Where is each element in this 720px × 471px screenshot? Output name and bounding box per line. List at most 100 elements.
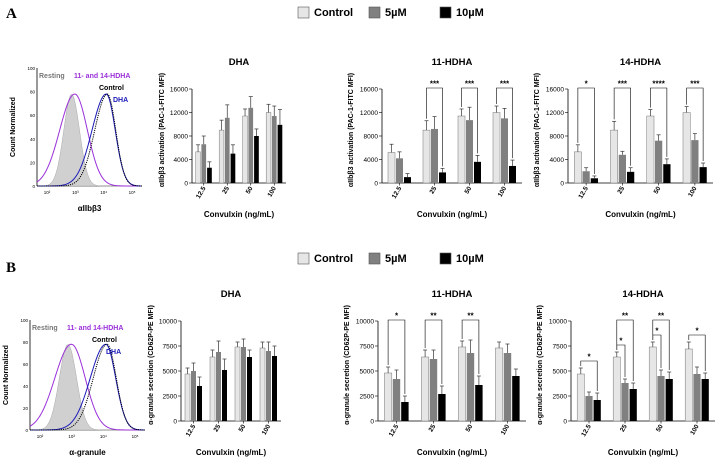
histogram-xtick: 10⁴ bbox=[100, 434, 107, 439]
bar bbox=[265, 112, 272, 184]
bar bbox=[458, 346, 467, 422]
bar bbox=[259, 347, 266, 422]
label-dha: DHA bbox=[106, 349, 121, 356]
y-axis-label: αIIbβ3 activation (PAC-1-FITC MFI) bbox=[348, 73, 355, 187]
histogram-xtick: 10⁴ bbox=[100, 190, 107, 195]
bar bbox=[247, 357, 252, 421]
bar bbox=[621, 383, 629, 421]
y-tick-label: 16000 bbox=[170, 86, 188, 93]
x-tick-label: 50 bbox=[245, 185, 255, 195]
bar bbox=[195, 151, 201, 184]
bar bbox=[684, 348, 693, 422]
bar-chart-b-11-hdha: 11-HDHA 0 2500 5000 7500 10000 α-granule secre… bbox=[344, 289, 526, 457]
significance-bracket bbox=[652, 334, 662, 368]
y-tick-label: 12000 bbox=[546, 110, 564, 117]
significance-label: * bbox=[695, 327, 699, 336]
bar bbox=[474, 161, 481, 183]
legend-label-0: Control bbox=[314, 253, 353, 265]
x-axis-label: Convulxin (ng/mL) bbox=[196, 448, 267, 457]
bar bbox=[387, 152, 396, 184]
significance-bracket bbox=[613, 87, 631, 166]
bar bbox=[691, 140, 699, 183]
significance-bracket bbox=[616, 344, 626, 377]
x-tick-label: 50 bbox=[653, 185, 663, 195]
label-control: Control bbox=[92, 337, 117, 344]
bar bbox=[222, 370, 227, 421]
bar bbox=[665, 379, 673, 421]
bar bbox=[699, 167, 707, 183]
y-axis-label: α-granule secretion (CD62P-PE MFI) bbox=[148, 305, 155, 425]
x-tick-label: 50 bbox=[655, 423, 665, 433]
y-tick-label: 2500 bbox=[360, 393, 375, 400]
significance-label: * bbox=[395, 312, 399, 321]
control-curve bbox=[30, 343, 146, 431]
x-axis-label: Convulxin (ng/mL) bbox=[608, 448, 679, 457]
x-tick-label: 50 bbox=[238, 423, 248, 433]
bar bbox=[466, 120, 473, 183]
significance-label: *** bbox=[500, 80, 510, 89]
bar bbox=[663, 164, 671, 183]
bar bbox=[248, 107, 254, 183]
bar bbox=[216, 352, 221, 421]
legend-swatch-0 bbox=[297, 252, 310, 265]
histogram-xtick: 10⁵ bbox=[129, 190, 136, 195]
significance-bracket bbox=[650, 87, 668, 157]
label-resting: Resting bbox=[39, 73, 65, 80]
significance-label: * bbox=[587, 353, 591, 362]
y-tick-label: 8000 bbox=[364, 133, 379, 140]
label-hdha: 11- and 14-HDHA bbox=[74, 73, 130, 80]
legend-swatch-2 bbox=[439, 252, 452, 265]
bar bbox=[230, 153, 236, 183]
y-tick-label: 2500 bbox=[553, 393, 568, 400]
bar bbox=[509, 165, 516, 183]
legend-label-2: 10µM bbox=[456, 253, 484, 265]
bar bbox=[277, 124, 283, 183]
x-tick-label: 25 bbox=[616, 185, 626, 195]
y-tick-label: 0 bbox=[184, 180, 188, 187]
x-tick-label: 100 bbox=[687, 185, 699, 198]
bar-chart-a-11-hdha: 11-HDHA 0 4000 8000 12000 16000 αIIbβ3 activat… bbox=[348, 57, 522, 219]
histogram-ytick: 0 bbox=[32, 184, 35, 189]
significance-label: *** bbox=[690, 80, 700, 89]
significance-bracket bbox=[686, 87, 704, 162]
bar bbox=[241, 347, 246, 421]
label-dha: DHA bbox=[113, 97, 128, 104]
y-tick-label: 10000 bbox=[356, 318, 374, 325]
y-tick-label: 0 bbox=[374, 180, 378, 187]
significance-bracket bbox=[461, 87, 478, 154]
histogram-xtick: 10² bbox=[37, 434, 44, 439]
bar-chart-a-dha: DHA 0 4000 8000 12000 16000 αIIbβ3 activation … bbox=[159, 57, 286, 219]
chart-title: DHA bbox=[229, 57, 250, 68]
bar bbox=[512, 376, 520, 421]
bar bbox=[495, 347, 504, 422]
bar bbox=[392, 379, 401, 421]
bar bbox=[646, 115, 655, 184]
bar bbox=[457, 115, 466, 184]
bar bbox=[254, 136, 259, 183]
significance-label: * bbox=[585, 80, 589, 89]
histogram-ylabel: Count Normalized bbox=[10, 97, 17, 157]
legend-label-2: 10µM bbox=[456, 7, 484, 19]
y-tick-label: 8000 bbox=[174, 133, 189, 140]
bar bbox=[475, 385, 483, 421]
y-tick-label: 0 bbox=[563, 418, 567, 425]
chart-title: 14-HDHA bbox=[620, 57, 661, 68]
legend-swatch-2 bbox=[439, 6, 452, 19]
bar bbox=[439, 172, 446, 183]
y-tick-label: 0 bbox=[560, 180, 564, 187]
y-tick-label: 16000 bbox=[360, 86, 378, 93]
histogram-ytick: 20 bbox=[30, 160, 36, 165]
y-tick-label: 0 bbox=[370, 418, 374, 425]
bar bbox=[501, 118, 508, 183]
y-tick-label: 10000 bbox=[549, 318, 567, 325]
histogram-ylabel: Count Normalized bbox=[3, 345, 10, 405]
histogram-ytick: 60 bbox=[23, 362, 29, 367]
significance-label: ** bbox=[622, 312, 629, 321]
significance-bracket bbox=[688, 334, 706, 371]
chart-title: 11-HDHA bbox=[432, 57, 473, 68]
histogram-xlabel: αIIbβ3 bbox=[78, 204, 102, 213]
bar bbox=[207, 167, 212, 183]
x-tick-label: 50 bbox=[464, 185, 474, 195]
bar bbox=[224, 117, 230, 183]
bar bbox=[396, 158, 403, 183]
